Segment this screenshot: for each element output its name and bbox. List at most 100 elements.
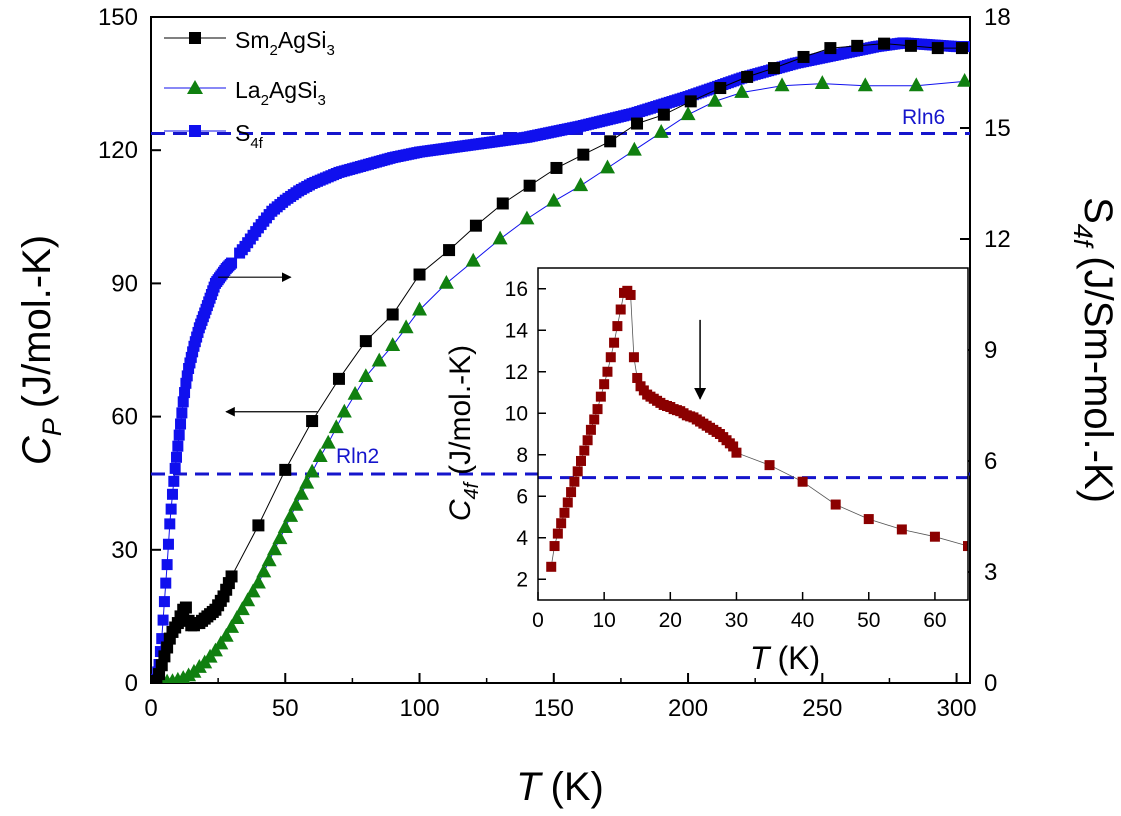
sm2agsi3-point — [767, 62, 780, 75]
la2agsi3-point — [519, 210, 535, 225]
s4f-point — [156, 633, 168, 645]
s4f-point — [160, 577, 172, 589]
s4f-point — [172, 440, 184, 452]
sm2agsi3-point — [306, 415, 319, 428]
inset-plot-background — [538, 268, 968, 600]
s4f-point — [177, 396, 189, 408]
y-tick-label: 60 — [111, 404, 138, 431]
y-tick-label: 30 — [111, 537, 138, 564]
y2-tick-label: 0 — [984, 670, 997, 697]
la2agsi3-point — [218, 627, 234, 642]
x-tick-label: 100 — [400, 695, 440, 722]
inset-y-tick-label: 6 — [516, 485, 528, 508]
s4f-point — [180, 377, 192, 389]
y2-axis-unit: (J/Sm-mol.-K) — [1076, 256, 1120, 503]
la2agsi3-point — [320, 434, 336, 449]
s4f-point — [162, 538, 174, 550]
inset-x-tick-label: 0 — [532, 609, 544, 632]
la2agsi3-point — [229, 610, 245, 625]
c4f-point — [559, 507, 570, 518]
y2-tick-label: 18 — [984, 4, 1011, 31]
inset-y-axis-symbol: C — [444, 499, 477, 521]
la2agsi3-point — [626, 141, 642, 156]
la2agsi3-point — [398, 319, 414, 334]
inset-y-tick-label: 8 — [516, 444, 528, 467]
la2agsi3-point — [653, 124, 669, 138]
inset-plot: 0 10 20 30 40 50 60 2 4 6 8 10 12 14 16 T (K) C4f (J/mo… — [444, 267, 969, 676]
s4f-point — [165, 503, 177, 515]
la2agsi3-point — [213, 635, 229, 650]
la2agsi3-point — [957, 72, 970, 87]
sm2agsi3-point — [631, 117, 644, 130]
y2-axis-subscript: 4f — [1068, 224, 1098, 249]
la2agsi3-point — [492, 230, 508, 245]
main-y-ticks: 0 30 60 90 120 150 — [98, 4, 161, 697]
la2agsi3-point — [599, 159, 615, 174]
legend-label-sub2: 3 — [326, 42, 334, 59]
y-axis-title: CP (J/mol.-K) — [15, 235, 67, 465]
inset-x-tick-label: 10 — [592, 609, 615, 632]
sm2agsi3-point — [657, 108, 670, 121]
x-tick-label: 0 — [144, 695, 157, 722]
c4f-point — [929, 531, 940, 542]
sm2agsi3-point — [741, 70, 754, 83]
c4f-point — [569, 476, 580, 487]
inset-x-tick-label: 30 — [725, 609, 748, 632]
inset-y-tick-label: 16 — [505, 278, 528, 301]
la2agsi3-point — [288, 496, 304, 511]
x-tick-label: 300 — [937, 695, 977, 722]
sm2agsi3-point — [386, 308, 399, 321]
la2agsi3-point — [412, 301, 428, 316]
inset-y-tick-label: 2 — [516, 568, 528, 591]
sm2agsi3-point — [443, 244, 456, 257]
inset-y-ticks: 2 4 6 8 10 12 14 16 — [505, 278, 546, 591]
c4f-point — [797, 476, 808, 487]
la2agsi3-point — [272, 530, 288, 545]
la2agsi3-point — [371, 352, 387, 367]
legend-label-sub1: 2 — [270, 42, 278, 59]
y-tick-label: 0 — [125, 670, 138, 697]
c4f-point — [728, 441, 739, 452]
s4f-point — [168, 475, 180, 487]
la2agsi3-point — [250, 574, 266, 589]
inset-x-tick-label: 40 — [791, 609, 814, 632]
c4f-point — [589, 414, 600, 425]
y-tick-label: 90 — [111, 270, 138, 297]
legend-label-base: S — [235, 120, 250, 146]
sm2agsi3-point — [714, 82, 727, 95]
la2agsi3-point — [283, 508, 299, 522]
c4f-point — [764, 460, 775, 471]
c4f-point — [562, 497, 573, 508]
c4f-point — [863, 514, 874, 525]
svg-text:Sm2AgSi3: Sm2AgSi3 — [235, 27, 335, 59]
inset-y-tick-label: 4 — [516, 527, 528, 550]
sm2agsi3-point — [684, 95, 697, 108]
sm2agsi3-point — [179, 601, 192, 614]
y2-tick-label: 15 — [984, 115, 1011, 142]
legend-label-sub2: 3 — [318, 92, 326, 109]
la2agsi3-point — [814, 75, 830, 89]
x-tick-label: 200 — [668, 695, 708, 722]
sm2agsi3-point — [577, 148, 590, 161]
la2agsi3-point — [207, 642, 223, 657]
inset-plot-frame — [537, 267, 969, 601]
c4f-point — [582, 435, 593, 446]
la2agsi3-point — [774, 77, 790, 92]
inset-y-tick-label: 14 — [505, 319, 529, 342]
sm2agsi3-point — [279, 463, 292, 476]
c4f-point — [585, 424, 596, 435]
inset-y-tick-label: 10 — [505, 402, 528, 425]
y-tick-label: 150 — [98, 4, 138, 31]
la2agsi3-point — [358, 368, 374, 383]
legend-label-base: La — [235, 77, 261, 103]
sm2agsi3-point — [359, 335, 372, 348]
x-axis-symbol: T — [516, 765, 543, 809]
c4f-point — [615, 304, 626, 315]
y2-tick-label: 3 — [984, 559, 997, 586]
s4f-point — [164, 518, 176, 530]
y2-tick-label: 9 — [984, 337, 997, 364]
legend-label-sub1: 4f — [250, 135, 263, 152]
c4f-point — [572, 466, 583, 477]
y2-tick-label: 6 — [984, 448, 997, 475]
legend-label-base: Sm — [235, 27, 270, 53]
